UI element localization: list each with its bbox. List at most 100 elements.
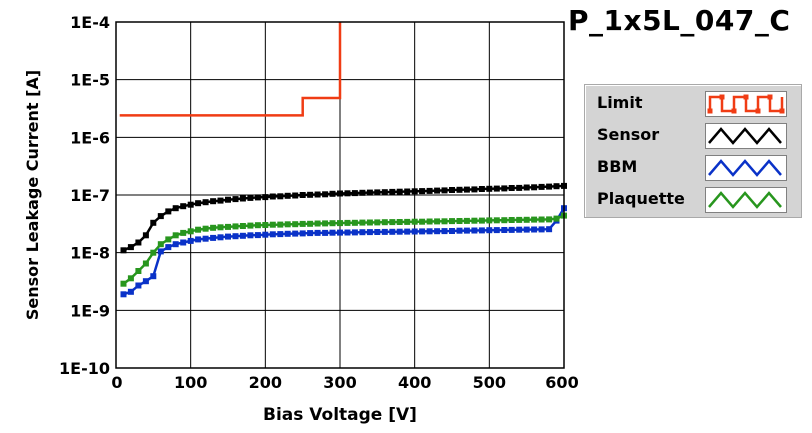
data-point [546,216,553,223]
data-point [314,220,321,227]
data-point [329,190,336,197]
data-point [307,220,314,227]
plot-frame [115,21,565,369]
data-point [538,183,545,190]
axes: 1E-10 1E-9 1E-8 1E-7 1E-6 1E-5 1E-4 0 100 200 300 4… [59,13,579,392]
data-point [411,228,418,235]
data-point [404,188,411,195]
data-point [217,224,224,231]
data-point [172,232,179,239]
data-point [344,229,351,236]
data-point [202,225,209,232]
data-point [157,213,164,220]
legend-item-limit[interactable]: Limit [585,89,801,119]
data-point [508,185,515,191]
data-point [501,185,508,192]
data-point [531,184,538,191]
data-point [374,189,381,196]
data-point [239,223,246,229]
data-point [142,260,149,267]
data-point [508,226,515,233]
legend-item-bbm[interactable]: BBM [585,153,801,183]
data-point [150,219,157,226]
data-point [351,219,358,226]
data-point [337,190,343,197]
data-point [157,241,164,248]
data-point [396,228,403,235]
y-tick-label: 1E-7 [70,186,110,205]
x-tick-label: 200 [249,373,282,392]
data-point [359,229,366,236]
data-point [531,226,538,233]
data-point [135,282,142,289]
data-point [381,228,388,235]
data-point [516,184,523,191]
legend-label: BBM [597,157,638,176]
data-point [523,216,530,223]
data-point [449,187,455,193]
data-point [366,219,373,226]
data-point [195,226,202,233]
data-point [172,241,179,248]
chart-title: P_1x5L_047_C [568,4,791,37]
data-point [142,232,149,239]
data-point [538,226,545,233]
legend-item-plaquette[interactable]: Plaquette [585,185,801,215]
data-point [307,230,314,237]
x-tick-label: 400 [398,373,431,392]
legend-swatch-icon [705,155,787,181]
data-point [396,188,403,195]
data-point [284,221,291,228]
data-point [225,196,231,203]
y-tick-label: 1E-6 [70,128,110,147]
x-axis-label: Bias Voltage [V] [263,405,417,425]
legend-swatch-icon [705,123,787,149]
data-point [419,188,426,195]
data-point [232,196,239,203]
data-point [411,218,418,225]
data-point [322,220,329,227]
data-point [463,186,470,193]
x-tick-label: 300 [323,373,356,392]
data-point [210,224,217,231]
data-point [486,185,493,192]
data-point [486,217,493,224]
data-point [165,208,172,215]
legend-label: Plaquette [597,189,685,208]
data-point [247,222,254,229]
data-point [463,227,470,234]
data-point [501,217,508,224]
data-point [269,221,276,228]
legend[interactable]: Limit Sensor BBM Plaquette [584,84,802,218]
data-point [217,234,224,241]
data-point [292,221,299,228]
series-plaquette [120,212,567,287]
data-point [531,216,538,223]
data-point [239,232,246,239]
data-point [187,237,194,244]
data-point [314,191,321,198]
data-point [508,217,515,223]
data-point [404,218,411,225]
data-point [195,236,202,243]
data-point [127,288,134,295]
data-point [456,186,463,193]
data-point [165,244,172,251]
data-point [284,192,291,199]
data-point [389,228,396,235]
data-point [210,198,217,205]
data-point [239,195,246,202]
data-point [120,247,127,254]
data-point [180,239,187,246]
data-point [150,249,157,256]
y-tick-label: 1E-9 [70,301,110,320]
data-point [426,218,433,225]
data-point [351,190,358,197]
data-point [516,216,523,223]
legend-item-sensor[interactable]: Sensor [585,121,801,151]
data-point [277,193,284,200]
data-point [322,229,329,236]
data-point [344,219,351,226]
